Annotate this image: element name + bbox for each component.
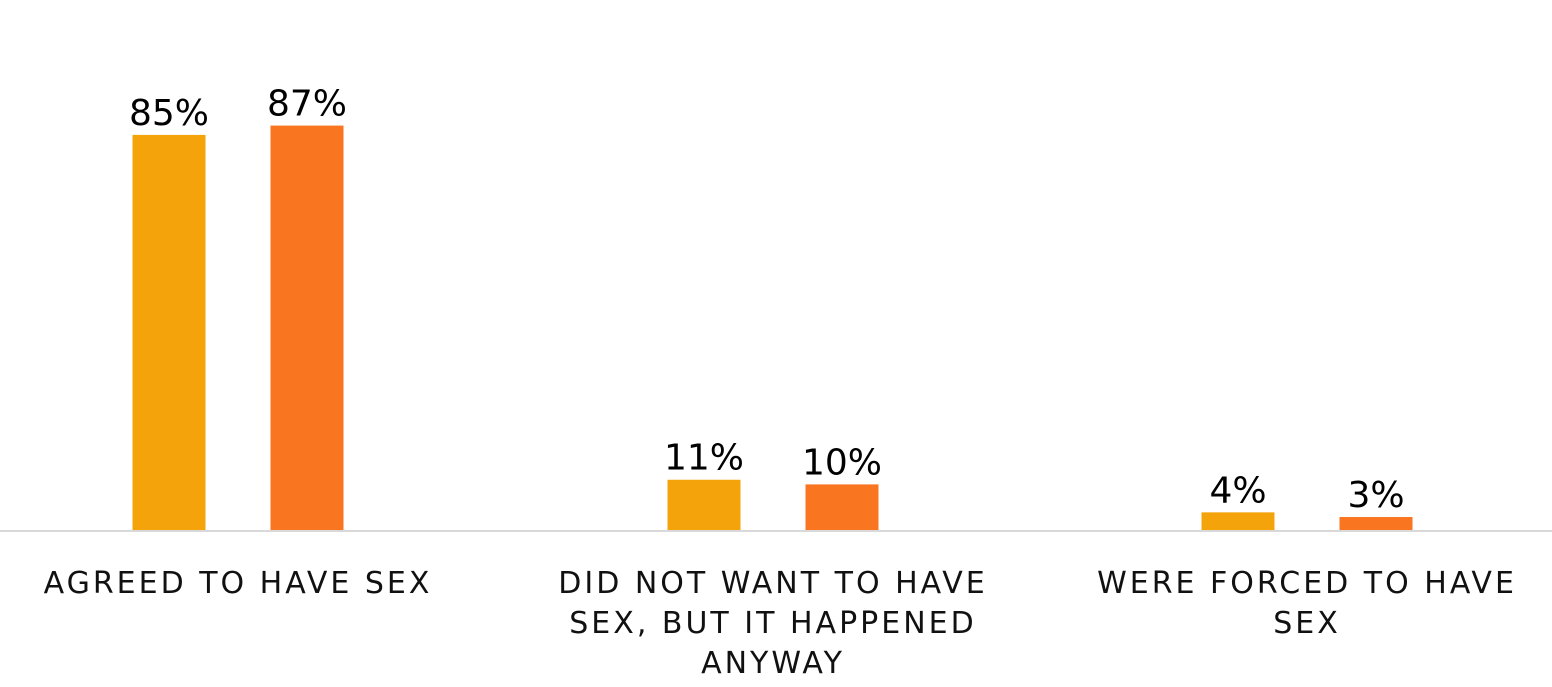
- category-label-2-line-3: ANYWAY: [701, 646, 845, 681]
- category-label-3-line-2: SEX: [1273, 606, 1341, 641]
- bars-layer: [132, 125, 1413, 531]
- value-label-series1-cat2: 11%: [664, 438, 744, 479]
- category-label-2-line-1: DID NOT WANT TO HAVE: [558, 566, 987, 601]
- value-label-series1-cat1: 85%: [129, 93, 209, 134]
- value-label-series2-cat1: 87%: [267, 84, 347, 125]
- bar-series2-cat2: [805, 484, 879, 531]
- category-labels-layer: AGREED TO HAVE SEX DID NOT WANT TO HAVE SE…: [44, 566, 1517, 681]
- category-label-3-line-1: WERE FORCED TO HAVE: [1097, 566, 1517, 601]
- value-labels-layer: 85% 11% 4% 87% 10% 3%: [129, 84, 1405, 516]
- bar-series1-cat3: [1201, 512, 1275, 531]
- value-label-series1-cat3: 4%: [1209, 470, 1266, 511]
- value-label-series2-cat3: 3%: [1347, 475, 1404, 516]
- bar-series2-cat1: [270, 125, 344, 531]
- value-label-series2-cat2: 10%: [802, 442, 882, 483]
- category-label-1-line-1: AGREED TO HAVE SEX: [44, 566, 433, 601]
- bar-series1-cat1: [132, 134, 206, 531]
- bar-series1-cat2: [667, 479, 741, 531]
- bar-series2-cat3: [1339, 517, 1413, 531]
- category-label-2-line-2: SEX, BUT IT HAPPENED: [569, 606, 976, 641]
